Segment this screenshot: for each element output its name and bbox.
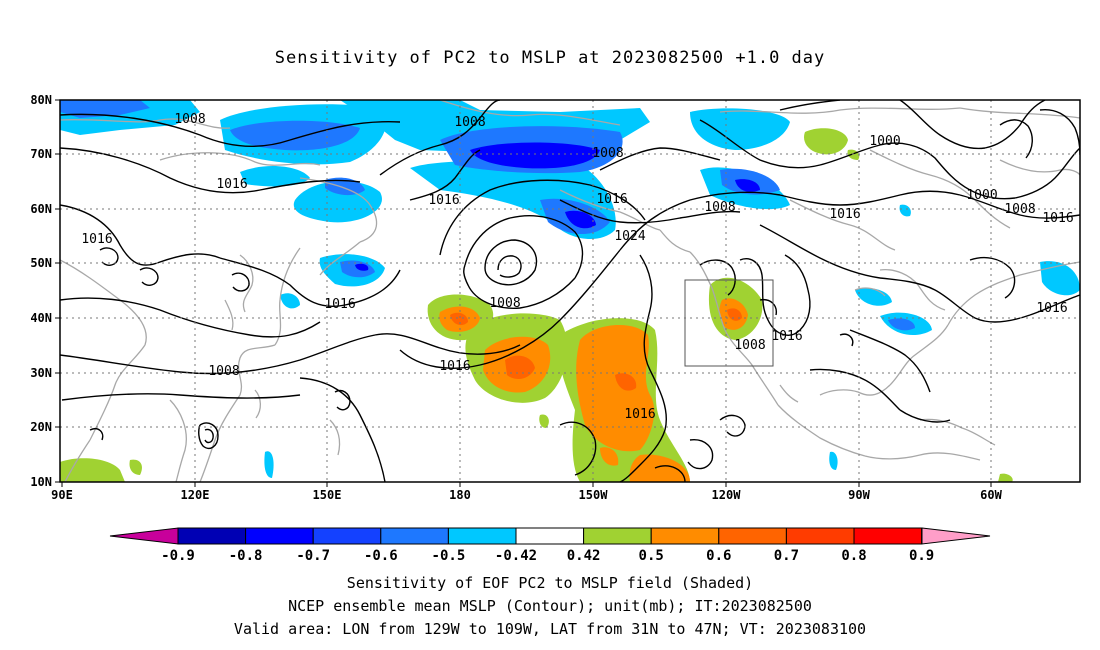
colorbar-label: -0.5: [432, 548, 466, 564]
lon-label: 150W: [579, 488, 609, 502]
contour-label: 1024: [614, 229, 645, 244]
colorbar-box: [583, 527, 652, 545]
negative-sensitivity-dark-blue: [355, 142, 760, 271]
gridlines: [60, 100, 1080, 482]
contour-label: 1016: [81, 232, 112, 247]
colorbar: -0.9 -0.8 -0.7 -0.6 -0.5 -0.42 0.42 0.5 0.6 0.7 0.…: [109, 527, 991, 564]
colorbar-box: [515, 527, 585, 545]
contour-label: 1008: [489, 296, 520, 311]
footer-shading-caption: Sensitivity of EOF PC2 to MSLP field (Sh…: [346, 574, 754, 592]
contour-label: 1016: [216, 177, 247, 192]
colorbar-label: 0.7: [774, 548, 799, 564]
colorbar-label: 0.42: [567, 548, 601, 564]
colorbar-box: [785, 527, 855, 545]
contour-label: 1016: [771, 329, 802, 344]
contour-label: 1008: [734, 338, 765, 353]
contour-label: 1016: [439, 359, 470, 374]
contour-labels: 1008 1016 1008 1016 1016 1008 1008 1016 1024 1008…: [81, 112, 1073, 422]
colorbar-box: [718, 527, 787, 545]
sensitivity-map: 1008 1016 1008 1016 1016 1008 1008 1016 1024 1008…: [30, 93, 1081, 564]
colorbar-box: [380, 527, 449, 545]
coastlines: [60, 100, 1080, 482]
map-title: Sensitivity of PC2 to MSLP at 2023082500…: [274, 48, 826, 68]
contour-label: 1008: [704, 200, 735, 215]
latitude-labels: 80N 70N 60N 50N 40N 30N 20N 10N: [30, 93, 52, 489]
lon-label: 90E: [51, 488, 73, 502]
colorbar-label: -0.6: [364, 548, 398, 564]
lat-label: 20N: [30, 420, 52, 434]
colorbar-box: [177, 527, 247, 545]
colorbar-high-end: [921, 527, 991, 545]
colorbar-labels: -0.9 -0.8 -0.7 -0.6 -0.5 -0.42 0.42 0.5 0.6 0.7 0.…: [161, 548, 934, 564]
colorbar-label: 0.8: [841, 548, 866, 564]
colorbar-box: [853, 527, 923, 545]
lon-label: 180: [449, 488, 471, 502]
mslp-contours: [60, 100, 1080, 482]
lat-label: 60N: [30, 202, 52, 216]
colorbar-label: 0.6: [706, 548, 731, 564]
lat-label: 30N: [30, 366, 52, 380]
colorbar-label: 0.5: [639, 548, 664, 564]
contour-label: 1016: [624, 407, 655, 422]
footer-valid-area-caption: Valid area: LON from 129W to 109W, LAT f…: [233, 620, 867, 638]
lat-label: 70N: [30, 147, 52, 161]
colorbar-low-end: [109, 527, 179, 545]
lat-label: 50N: [30, 256, 52, 270]
contour-label: 1008: [1004, 202, 1035, 217]
colorbar-label: -0.9: [161, 548, 195, 564]
contour-label: 1016: [596, 192, 627, 207]
contour-label: 1016: [428, 193, 459, 208]
colorbar-label: -0.42: [495, 548, 537, 564]
contour-label: 1008: [592, 146, 623, 161]
colorbar-boxes: [177, 527, 923, 545]
contour-label: 1000: [966, 188, 997, 203]
colorbar-label: -0.8: [229, 548, 263, 564]
lon-label: 150E: [313, 488, 342, 502]
lon-label: 90W: [848, 488, 870, 502]
valid-area-box: [684, 279, 774, 367]
contour-label: 1016: [324, 297, 355, 312]
negative-sensitivity-cyan: [60, 100, 1080, 478]
contour-label: 1016: [1036, 301, 1067, 316]
footer-contour-caption: NCEP ensemble mean MSLP (Contour); unit(…: [288, 597, 812, 615]
colorbar-box: [447, 527, 517, 545]
contour-label: 1000: [869, 134, 900, 149]
lat-label: 80N: [30, 93, 52, 107]
contour-label: 1016: [1042, 211, 1073, 226]
lon-label: 120E: [181, 488, 210, 502]
longitude-labels: 90E 120E 150E 180 150W 120W 90W 60W: [51, 488, 1002, 502]
contour-label: 1008: [454, 115, 485, 130]
positive-sensitivity-orange: [439, 298, 748, 482]
colorbar-box: [312, 527, 382, 545]
colorbar-label: -0.7: [296, 548, 330, 564]
contour-label: 1008: [174, 112, 205, 127]
lat-label: 10N: [30, 475, 52, 489]
map-frame: [59, 99, 1081, 483]
negative-sensitivity-blue: [60, 100, 915, 331]
contour-label: 1016: [829, 207, 860, 222]
contour-label: 1008: [208, 364, 239, 379]
colorbar-label: 0.9: [909, 548, 934, 564]
axis-ticks: [55, 99, 992, 487]
colorbar-box: [650, 527, 720, 545]
lon-label: 60W: [980, 488, 1002, 502]
positive-sensitivity-dark-orange: [450, 308, 742, 391]
lon-label: 120W: [712, 488, 742, 502]
lat-label: 40N: [30, 311, 52, 325]
colorbar-box: [245, 527, 314, 545]
